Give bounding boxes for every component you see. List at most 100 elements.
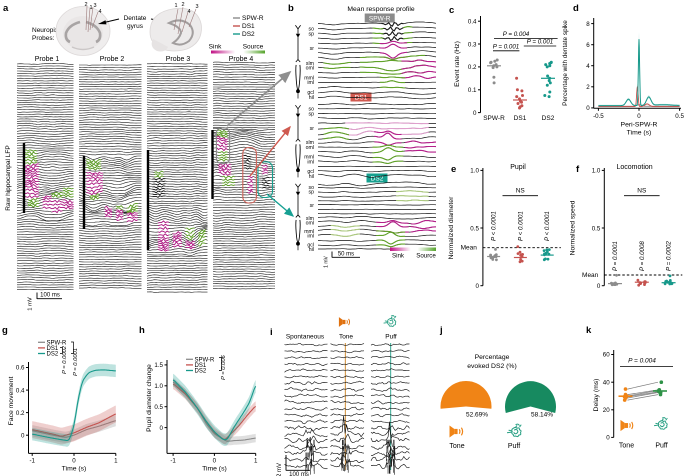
svg-text:SPW-R: SPW-R bbox=[242, 15, 264, 22]
svg-text:Probe 2: Probe 2 bbox=[100, 56, 125, 63]
svg-text:Locomotion: Locomotion bbox=[616, 164, 652, 171]
svg-text:DS2: DS2 bbox=[47, 352, 59, 358]
svg-text:Mean: Mean bbox=[582, 272, 599, 279]
svg-text:g: g bbox=[2, 325, 8, 336]
svg-text:gcl: gcl bbox=[307, 90, 314, 96]
svg-text:Raw hippocampal LFP: Raw hippocampal LFP bbox=[5, 145, 12, 210]
svg-text:mml: mml bbox=[304, 229, 314, 235]
svg-text:60: 60 bbox=[603, 352, 610, 359]
svg-text:mml: mml bbox=[304, 75, 314, 81]
svg-text:1.5: 1.5 bbox=[154, 362, 163, 369]
svg-text:8: 8 bbox=[586, 21, 590, 28]
svg-text:oml: oml bbox=[306, 145, 314, 151]
svg-text:Probes:: Probes: bbox=[32, 35, 55, 42]
svg-text:P = 0.004: P = 0.004 bbox=[628, 358, 656, 365]
svg-text:1: 1 bbox=[174, 3, 177, 9]
svg-text:0.1: 0.1 bbox=[468, 87, 477, 94]
svg-text:0: 0 bbox=[160, 425, 164, 432]
svg-text:Tone: Tone bbox=[449, 443, 464, 450]
svg-text:2: 2 bbox=[586, 84, 590, 91]
svg-text:P < 0.0001: P < 0.0001 bbox=[517, 211, 524, 241]
svg-text:2 mV: 2 mV bbox=[277, 463, 283, 476]
svg-text:0.3: 0.3 bbox=[468, 41, 477, 48]
svg-text:1.0: 1.0 bbox=[470, 168, 479, 175]
svg-text:i: i bbox=[270, 327, 273, 338]
svg-text:Neuropixel: Neuropixel bbox=[32, 27, 64, 34]
svg-text:evoked DS2 (%): evoked DS2 (%) bbox=[467, 363, 517, 370]
svg-text:0: 0 bbox=[72, 458, 76, 465]
svg-text:Normalized speed: Normalized speed bbox=[570, 200, 577, 255]
svg-text:P = 0.001: P = 0.001 bbox=[527, 39, 553, 46]
svg-text:DS1: DS1 bbox=[47, 346, 59, 352]
svg-text:0: 0 bbox=[637, 113, 641, 120]
svg-text:P < 0.0001: P < 0.0001 bbox=[544, 211, 551, 241]
svg-text:Peri-SPW-R: Peri-SPW-R bbox=[621, 122, 658, 129]
svg-text:sp: sp bbox=[309, 190, 315, 196]
svg-text:P = 0.001: P = 0.001 bbox=[493, 44, 519, 51]
svg-text:Dentate: Dentate bbox=[124, 15, 147, 22]
svg-text:e: e bbox=[451, 164, 456, 175]
svg-text:3: 3 bbox=[93, 3, 96, 9]
svg-text:52.69%: 52.69% bbox=[466, 412, 488, 419]
svg-text:3: 3 bbox=[195, 4, 198, 10]
svg-text:Time (s): Time (s) bbox=[62, 466, 87, 473]
svg-text:-1: -1 bbox=[170, 458, 176, 465]
svg-text:Percentage: Percentage bbox=[475, 354, 510, 361]
svg-text:oml: oml bbox=[306, 66, 314, 72]
svg-text:DS2: DS2 bbox=[195, 369, 207, 375]
svg-text:Time (s): Time (s) bbox=[627, 130, 652, 137]
svg-text:P = 0.004: P = 0.004 bbox=[503, 31, 530, 38]
svg-text:40: 40 bbox=[603, 379, 610, 386]
svg-text:0.4: 0.4 bbox=[468, 18, 477, 25]
svg-text:100 ms: 100 ms bbox=[289, 472, 309, 476]
svg-text:SPW-R: SPW-R bbox=[483, 115, 505, 122]
svg-text:Source: Source bbox=[416, 253, 436, 260]
svg-text:a: a bbox=[3, 3, 9, 14]
svg-text:20: 20 bbox=[603, 407, 610, 414]
svg-text:Source: Source bbox=[243, 44, 264, 51]
svg-text:0.2: 0.2 bbox=[16, 410, 25, 417]
svg-text:1: 1 bbox=[89, 5, 92, 11]
svg-text:DS1: DS1 bbox=[195, 363, 207, 369]
svg-text:DS1: DS1 bbox=[514, 115, 527, 122]
svg-text:slm: slm bbox=[306, 61, 314, 67]
svg-text:Tone: Tone bbox=[619, 443, 634, 450]
svg-text:sp: sp bbox=[309, 32, 315, 38]
svg-text:P = 0.0001: P = 0.0001 bbox=[73, 348, 79, 376]
svg-text:Event rate (Hz): Event rate (Hz) bbox=[454, 41, 461, 87]
svg-text:sr: sr bbox=[310, 203, 315, 209]
svg-text:hil: hil bbox=[309, 95, 314, 101]
svg-text:slm: slm bbox=[306, 216, 314, 222]
svg-text:0.5: 0.5 bbox=[592, 225, 601, 232]
svg-text:1 mV: 1 mV bbox=[324, 256, 330, 268]
svg-text:0: 0 bbox=[586, 105, 590, 112]
svg-text:Delay (ms): Delay (ms) bbox=[593, 379, 600, 412]
svg-text:P < 0.0001: P < 0.0001 bbox=[491, 211, 498, 241]
svg-text:Sink: Sink bbox=[209, 44, 222, 51]
svg-text:Face movement: Face movement bbox=[8, 377, 15, 426]
svg-text:so: so bbox=[309, 27, 315, 33]
svg-text:1.0: 1.0 bbox=[154, 383, 163, 390]
svg-text:P = 0.006: P = 0.006 bbox=[221, 354, 227, 380]
svg-text:2: 2 bbox=[181, 2, 184, 8]
svg-text:gyrus: gyrus bbox=[127, 23, 144, 30]
svg-text:0: 0 bbox=[21, 432, 25, 439]
svg-text:f: f bbox=[576, 164, 580, 175]
svg-text:0.5: 0.5 bbox=[470, 225, 479, 232]
svg-text:Time (s): Time (s) bbox=[202, 466, 227, 473]
svg-text:P = 0.0002: P = 0.0002 bbox=[666, 241, 673, 271]
svg-text:Normalized diameter: Normalized diameter bbox=[448, 196, 455, 259]
svg-text:0.6: 0.6 bbox=[16, 365, 25, 372]
svg-text:sp: sp bbox=[309, 111, 315, 117]
svg-text:iml: iml bbox=[307, 234, 314, 240]
svg-text:Mean: Mean bbox=[461, 245, 478, 252]
svg-text:d: d bbox=[573, 3, 579, 14]
svg-text:sr: sr bbox=[310, 126, 315, 132]
svg-text:Probe 3: Probe 3 bbox=[166, 56, 191, 63]
svg-text:4: 4 bbox=[586, 63, 590, 70]
svg-text:100 ms: 100 ms bbox=[40, 293, 60, 299]
svg-text:0.4: 0.4 bbox=[16, 387, 25, 394]
svg-text:2: 2 bbox=[84, 2, 87, 8]
svg-text:0: 0 bbox=[473, 110, 477, 117]
svg-text:-0.5: -0.5 bbox=[593, 113, 604, 120]
